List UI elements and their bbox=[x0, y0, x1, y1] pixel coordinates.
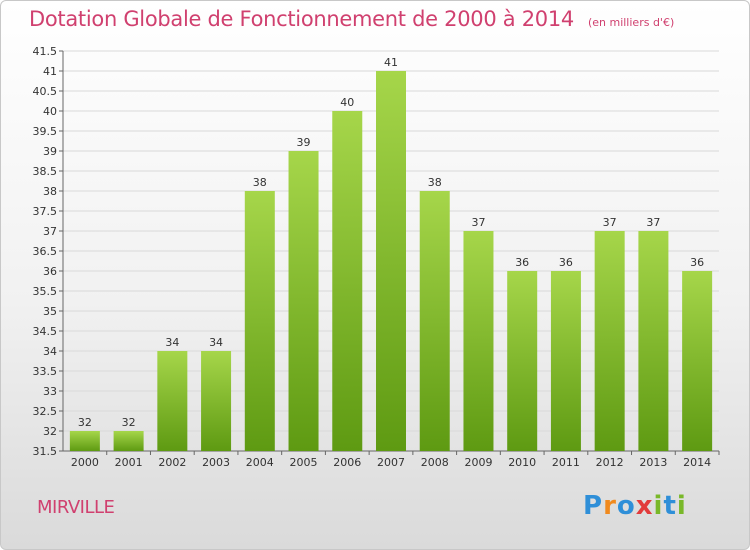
bar-value-label: 36 bbox=[515, 256, 529, 269]
y-tick-label: 33.5 bbox=[33, 365, 58, 378]
y-tick-label: 36 bbox=[43, 265, 57, 278]
x-tick-label: 2006 bbox=[333, 456, 361, 469]
x-tick-label: 2001 bbox=[115, 456, 143, 469]
chart-title: Dotation Globale de Fonctionnement de 20… bbox=[29, 7, 674, 31]
y-tick-label: 31.5 bbox=[33, 445, 58, 458]
bar-value-label: 34 bbox=[209, 336, 223, 349]
town-name: MIRVILLE bbox=[37, 497, 115, 518]
bar-value-label: 40 bbox=[340, 96, 354, 109]
y-tick-label: 39.5 bbox=[33, 125, 58, 138]
y-tick-label: 32.5 bbox=[33, 405, 58, 418]
bar-value-label: 36 bbox=[690, 256, 704, 269]
y-tick-label: 37.5 bbox=[33, 205, 58, 218]
bar-value-label: 34 bbox=[165, 336, 179, 349]
y-tick-labels: 31.5 32 32.5 33 33.5 34 34.5 35 35.5 36 36.5 37 37.5… bbox=[33, 45, 58, 458]
bar-value-label: 37 bbox=[471, 216, 485, 229]
bar-value-label: 41 bbox=[384, 56, 398, 69]
x-tick-label: 2012 bbox=[596, 456, 624, 469]
bar bbox=[332, 111, 363, 451]
bar-value-label: 36 bbox=[559, 256, 573, 269]
y-tick-label: 41 bbox=[43, 65, 57, 78]
x-tick-label: 2013 bbox=[639, 456, 667, 469]
y-tick-label: 33 bbox=[43, 385, 57, 398]
y-tick-label: 38.5 bbox=[33, 165, 58, 178]
y-tick-label: 39 bbox=[43, 145, 57, 158]
y-tick-label: 38 bbox=[43, 185, 57, 198]
bar bbox=[244, 191, 275, 451]
y-tick-label: 36.5 bbox=[33, 245, 58, 258]
x-tick-label: 2008 bbox=[421, 456, 449, 469]
value-labels: 32 32 34 34 38 39 40 41 38 37 36 36 37 37 36 bbox=[78, 56, 704, 429]
x-tick-label: 2000 bbox=[71, 456, 99, 469]
y-tick-label: 35 bbox=[43, 305, 57, 318]
x-tick-label: 2011 bbox=[552, 456, 580, 469]
bar-value-label: 32 bbox=[122, 416, 136, 429]
y-tick-label: 40.5 bbox=[33, 85, 58, 98]
bar bbox=[463, 231, 494, 451]
x-tick-label: 2002 bbox=[158, 456, 186, 469]
bar bbox=[201, 351, 232, 451]
bar-value-label: 37 bbox=[646, 216, 660, 229]
y-tick-label: 34 bbox=[43, 345, 57, 358]
y-tick-label: 37 bbox=[43, 225, 57, 238]
y-tick-label: 35.5 bbox=[33, 285, 58, 298]
chart-unit-note: (en milliers d'€) bbox=[587, 16, 675, 29]
bar bbox=[376, 71, 406, 451]
x-tick-label: 2005 bbox=[290, 456, 318, 469]
chart-title-text: Dotation Globale de Fonctionnement de 20… bbox=[29, 7, 574, 31]
y-tick-label: 34.5 bbox=[33, 325, 58, 338]
y-tick-label: 40 bbox=[43, 105, 57, 118]
bar-value-label: 37 bbox=[603, 216, 617, 229]
x-tick-labels: 2000 2001 2002 2003 2004 2005 2006 2007 2008 2009… bbox=[71, 456, 711, 469]
x-tick-label: 2007 bbox=[377, 456, 405, 469]
bar bbox=[288, 151, 319, 451]
x-tick-label: 2004 bbox=[246, 456, 274, 469]
y-tick-label: 32 bbox=[43, 425, 57, 438]
x-tick-label: 2010 bbox=[508, 456, 536, 469]
bar bbox=[157, 351, 188, 451]
x-tick-label: 2003 bbox=[202, 456, 230, 469]
bar-value-label: 32 bbox=[78, 416, 92, 429]
proxiti-logo: Proxiti bbox=[583, 491, 687, 521]
x-tick-label: 2014 bbox=[683, 456, 711, 469]
bar bbox=[638, 231, 669, 451]
bar bbox=[594, 231, 625, 451]
bar-value-label: 38 bbox=[253, 176, 267, 189]
x-tick-label: 2009 bbox=[464, 456, 492, 469]
bar bbox=[507, 271, 538, 451]
bars bbox=[69, 71, 713, 451]
bar-value-label: 39 bbox=[297, 136, 311, 149]
bar bbox=[419, 191, 450, 451]
bar-value-label: 38 bbox=[428, 176, 442, 189]
bar bbox=[682, 271, 713, 451]
bar bbox=[113, 431, 144, 451]
bar bbox=[550, 271, 581, 451]
y-tick-label: 41.5 bbox=[33, 45, 58, 58]
bar bbox=[69, 431, 100, 451]
